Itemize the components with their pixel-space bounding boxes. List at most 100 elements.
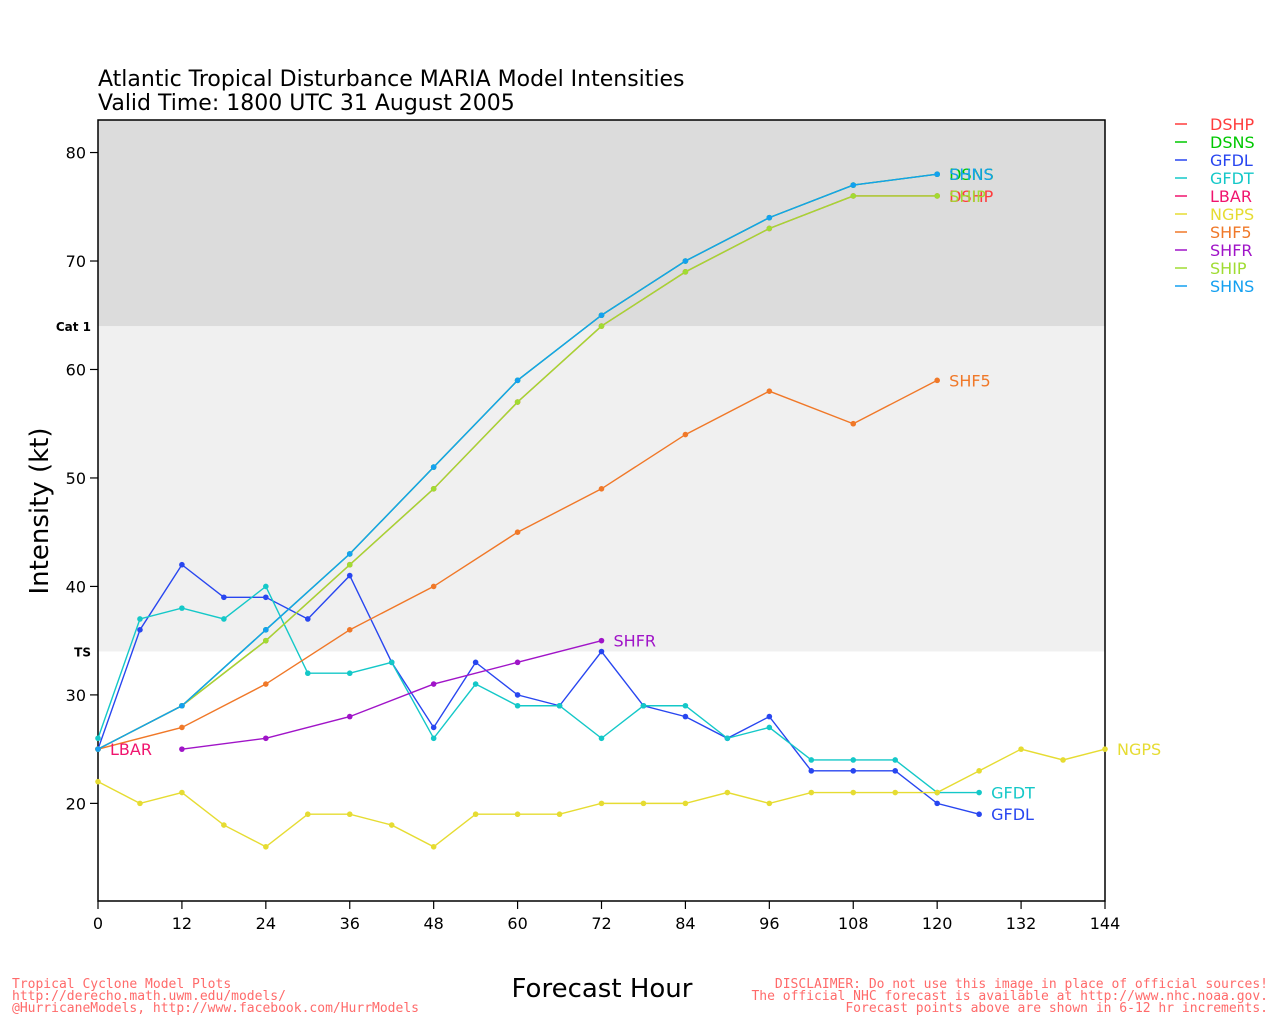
data-point-ngps <box>682 800 689 807</box>
data-point-gfdt <box>892 757 899 763</box>
series-line-gfdt <box>97 585 980 794</box>
series-line-ngps <box>97 748 1106 848</box>
data-point-gfdl <box>430 724 437 731</box>
data-point-shns <box>430 464 437 470</box>
x-tick-label: 24 <box>256 914 276 933</box>
data-point-gfdl <box>682 713 689 720</box>
data-point-gfdt <box>976 789 982 796</box>
data-point-ngps <box>221 822 227 828</box>
data-point-gfdt <box>95 735 101 742</box>
legend-item-lbar: LBAR <box>1210 187 1252 206</box>
data-point-ngps <box>514 811 521 818</box>
footer-left-line-3: @HurricaneModels, http://www.facebook.co… <box>12 1001 419 1016</box>
data-point-shns <box>598 312 605 319</box>
data-point-ngps <box>1018 746 1024 752</box>
y-axis-ticks: 20 30 40 50 60 70 80 <box>66 144 98 813</box>
data-point-gfdt <box>430 735 437 742</box>
series-shf5 <box>95 377 940 752</box>
data-point-ngps <box>640 800 647 807</box>
data-point-gfdl <box>976 811 982 818</box>
x-tick-label: 0 <box>93 914 103 933</box>
data-point-gfdl <box>137 627 143 633</box>
data-point-gfdt <box>179 605 185 611</box>
x-tick-label: 12 <box>172 914 192 933</box>
series-shns <box>95 171 940 752</box>
data-point-gfdt <box>808 757 815 763</box>
y-tick-label: 80 <box>66 144 86 163</box>
data-point-ngps <box>598 800 605 807</box>
data-point-shns <box>934 171 940 178</box>
legend-item-dsns: DSNS <box>1210 133 1255 152</box>
data-point-gfdl <box>304 616 311 622</box>
series-group <box>95 171 1108 850</box>
data-point-shf5 <box>430 583 437 590</box>
y-tick-label: 60 <box>66 360 86 379</box>
data-point-ship <box>598 323 605 329</box>
x-tick-label: 96 <box>759 914 779 933</box>
end-label-shf5: SHF5 <box>949 371 991 390</box>
data-point-ship <box>263 637 269 644</box>
series-line-gfdl <box>97 563 980 815</box>
data-point-ship <box>934 193 940 199</box>
data-point-ship <box>766 225 773 232</box>
data-point-shns <box>95 746 101 752</box>
data-point-gfdt <box>598 735 605 742</box>
data-point-shns <box>766 214 773 221</box>
data-point-ngps <box>976 768 982 774</box>
data-point-shns <box>514 377 521 384</box>
data-point-shf5 <box>514 529 521 535</box>
end-label-ship: SHIP <box>949 187 986 206</box>
end-label-dshp: DSHP <box>949 187 994 206</box>
end-label-gfdl: GFDL <box>991 805 1034 824</box>
data-point-gfdl <box>598 648 605 655</box>
data-point-shf5 <box>263 681 269 687</box>
data-point-gfdl <box>850 768 857 774</box>
data-point-ship <box>514 399 521 405</box>
data-point-shf5 <box>179 724 185 731</box>
data-point-gfdl <box>346 572 353 579</box>
y-tick-label: 70 <box>66 252 86 271</box>
data-point-gfdl <box>892 768 899 774</box>
x-axis-label: Forecast Hour <box>512 974 693 1004</box>
data-point-ngps <box>850 789 857 796</box>
data-point-gfdl <box>934 800 940 807</box>
footer-right-line-3: Forecast points above are shown in 6-12 … <box>845 1001 1268 1016</box>
data-point-shns <box>263 627 269 633</box>
data-point-ngps <box>95 778 101 785</box>
data-point-gfdt <box>724 735 731 742</box>
end-label-ngps: NGPS <box>1117 740 1161 759</box>
data-point-ngps <box>892 789 899 796</box>
data-point-shfr <box>179 746 185 752</box>
series-shfr <box>179 637 605 752</box>
x-tick-label: 120 <box>922 914 953 933</box>
y-axis-label: Intensity (kt) <box>25 428 55 595</box>
legend-item-gfdt: GFDT <box>1210 169 1254 188</box>
data-point-ngps <box>388 822 395 828</box>
data-point-gfdt <box>766 724 773 731</box>
series-line-shfr <box>181 639 602 750</box>
data-point-ship <box>850 193 857 199</box>
x-tick-label: 132 <box>1006 914 1037 933</box>
data-point-shns <box>179 702 185 709</box>
band-label-ts: TS <box>74 646 91 660</box>
legend-item-shfr: SHFR <box>1210 241 1253 260</box>
data-point-ship <box>346 561 353 568</box>
data-point-shns <box>346 551 353 557</box>
data-point-ngps <box>724 789 731 796</box>
x-tick-label: 72 <box>591 914 611 933</box>
data-point-gfdl <box>263 594 269 601</box>
data-point-shfr <box>514 659 521 666</box>
data-point-gfdt <box>640 702 647 709</box>
chart-title: Atlantic Tropical Disturbance MARIA Mode… <box>98 67 685 92</box>
legend-item-dshp: DSHP <box>1210 115 1255 134</box>
data-point-shf5 <box>682 431 689 438</box>
y-tick-label: 30 <box>66 686 86 705</box>
data-point-shns <box>850 182 857 188</box>
data-point-shf5 <box>346 627 353 633</box>
data-point-gfdt <box>388 659 395 666</box>
data-point-ngps <box>766 800 773 807</box>
x-tick-label: 84 <box>675 914 695 933</box>
data-point-shf5 <box>766 388 773 394</box>
data-point-ngps <box>430 843 437 850</box>
